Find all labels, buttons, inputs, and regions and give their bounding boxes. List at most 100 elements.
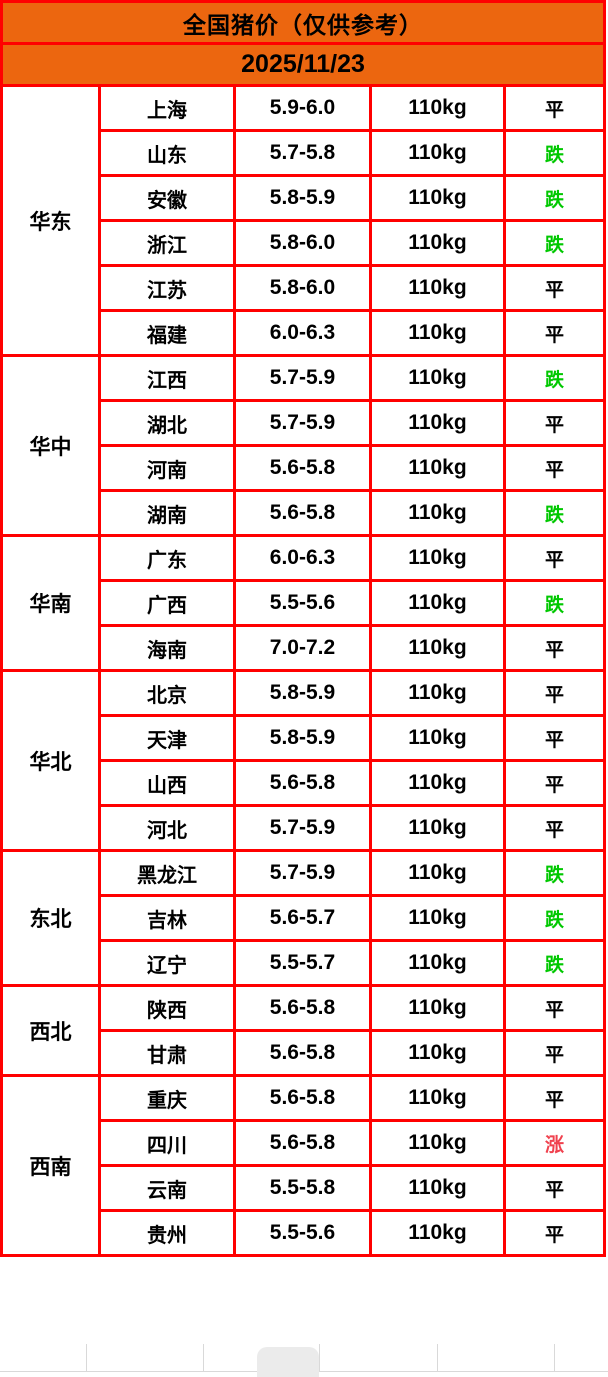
scroll-thumb-shadow xyxy=(257,1347,319,1377)
table-row: 甘肃 5.6-5.8 110kg 平 xyxy=(2,1029,607,1077)
table-row: 云南 5.5-5.8 110kg 平 xyxy=(2,1164,607,1212)
trend-status-cell: 跌 xyxy=(502,129,607,177)
weight-cell: 110kg xyxy=(369,264,506,312)
trend-status-cell: 跌 xyxy=(502,354,607,402)
weight-cell: 110kg xyxy=(369,984,506,1032)
weight-cell: 110kg xyxy=(369,1119,506,1167)
table-row: 辽宁 5.5-5.7 110kg 跌 xyxy=(2,939,607,987)
price-range-cell: 5.7-5.9 xyxy=(233,849,372,897)
table-row: 海南 7.0-7.2 110kg 平 xyxy=(2,624,607,672)
weight-cell: 110kg xyxy=(369,444,506,492)
price-range-cell: 5.6-5.8 xyxy=(233,759,372,807)
table-title-row: 全国猪价（仅供参考） xyxy=(0,0,607,45)
province-cell: 北京 xyxy=(98,669,236,717)
trend-status-cell: 平 xyxy=(502,1074,607,1122)
weight-cell: 110kg xyxy=(369,624,506,672)
table-row: 天津 5.8-5.9 110kg 平 xyxy=(2,714,607,762)
weight-cell: 110kg xyxy=(369,129,506,177)
table-row: 山西 5.6-5.8 110kg 平 xyxy=(2,759,607,807)
province-cell: 广东 xyxy=(98,534,236,582)
table-row: 河北 5.7-5.9 110kg 平 xyxy=(2,804,607,852)
province-cell: 吉林 xyxy=(98,894,236,942)
province-cell: 山东 xyxy=(98,129,236,177)
province-cell: 山西 xyxy=(98,759,236,807)
price-range-cell: 5.6-5.8 xyxy=(233,489,372,537)
trend-status-cell: 跌 xyxy=(502,579,607,627)
province-cell: 海南 xyxy=(98,624,236,672)
weight-cell: 110kg xyxy=(369,84,506,132)
province-cell: 河北 xyxy=(98,804,236,852)
price-range-cell: 5.8-6.0 xyxy=(233,264,372,312)
price-range-cell: 5.7-5.8 xyxy=(233,129,372,177)
price-range-cell: 5.5-5.8 xyxy=(233,1164,372,1212)
weight-cell: 110kg xyxy=(369,714,506,762)
weight-cell: 110kg xyxy=(369,174,506,222)
trend-status-cell: 平 xyxy=(502,264,607,312)
price-range-cell: 6.0-6.3 xyxy=(233,534,372,582)
weight-cell: 110kg xyxy=(369,354,506,402)
price-range-cell: 5.6-5.7 xyxy=(233,894,372,942)
table-row: 河南 5.6-5.8 110kg 平 xyxy=(2,444,607,492)
trend-status-cell: 平 xyxy=(502,534,607,582)
trend-status-cell: 平 xyxy=(502,309,607,357)
table-row: 华南 广东 6.0-6.3 110kg 平 xyxy=(0,534,607,672)
price-range-cell: 5.8-5.9 xyxy=(233,174,372,222)
province-cell: 江苏 xyxy=(98,264,236,312)
price-table-body: 全国猪价（仅供参考） 2025/11/23 华东 上海 5.9-6.0 110k… xyxy=(0,0,607,1257)
weight-cell: 110kg xyxy=(369,309,506,357)
grid-vline xyxy=(86,1344,87,1371)
province-cell: 上海 xyxy=(98,84,236,132)
trend-status-cell: 平 xyxy=(502,399,607,447)
weight-cell: 110kg xyxy=(369,219,506,267)
region-cell: 华南 xyxy=(0,534,101,672)
weight-cell: 110kg xyxy=(369,939,506,987)
trend-status-cell: 平 xyxy=(502,669,607,717)
weight-cell: 110kg xyxy=(369,534,506,582)
province-cell: 天津 xyxy=(98,714,236,762)
pig-price-table: 全国猪价（仅供参考） 2025/11/23 华东 上海 5.9-6.0 110k… xyxy=(0,0,607,1257)
weight-cell: 110kg xyxy=(369,894,506,942)
province-cell: 浙江 xyxy=(98,219,236,267)
trend-status-cell: 平 xyxy=(502,714,607,762)
table-row: 安徽 5.8-5.9 110kg 跌 xyxy=(2,174,607,222)
price-range-cell: 5.7-5.9 xyxy=(233,399,372,447)
trend-status-cell: 跌 xyxy=(502,939,607,987)
trend-status-cell: 涨 xyxy=(502,1119,607,1167)
table-row: 山东 5.7-5.8 110kg 跌 xyxy=(2,129,607,177)
trend-status-cell: 跌 xyxy=(502,894,607,942)
province-cell: 四川 xyxy=(98,1119,236,1167)
table-row: 广西 5.5-5.6 110kg 跌 xyxy=(2,579,607,627)
price-range-cell: 5.8-6.0 xyxy=(233,219,372,267)
table-title: 全国猪价（仅供参考） xyxy=(0,0,607,45)
weight-cell: 110kg xyxy=(369,399,506,447)
province-cell: 广西 xyxy=(98,579,236,627)
region-cell: 西南 xyxy=(0,1074,101,1257)
grid-vline xyxy=(203,1344,204,1371)
table-row: 西南 重庆 5.6-5.8 110kg 平 xyxy=(0,1074,607,1257)
trend-status-cell: 跌 xyxy=(502,219,607,267)
weight-cell: 110kg xyxy=(369,804,506,852)
province-cell: 江西 xyxy=(98,354,236,402)
province-cell: 湖南 xyxy=(98,489,236,537)
table-row: 西北 陕西 5.6-5.8 110kg 平 xyxy=(0,984,607,1077)
price-range-cell: 5.6-5.8 xyxy=(233,1074,372,1122)
trend-status-cell: 平 xyxy=(502,444,607,492)
table-row: 华北 北京 5.8-5.9 110kg 平 xyxy=(0,669,607,852)
table-row: 华东 上海 5.9-6.0 110kg 平 xyxy=(0,84,607,357)
weight-cell: 110kg xyxy=(369,1074,506,1122)
province-cell: 云南 xyxy=(98,1164,236,1212)
province-cell: 辽宁 xyxy=(98,939,236,987)
price-range-cell: 5.6-5.8 xyxy=(233,1119,372,1167)
price-range-cell: 5.7-5.9 xyxy=(233,354,372,402)
trend-status-cell: 平 xyxy=(502,984,607,1032)
weight-cell: 110kg xyxy=(369,759,506,807)
weight-cell: 110kg xyxy=(369,849,506,897)
grid-vline xyxy=(319,1344,320,1371)
table-row: 吉林 5.6-5.7 110kg 跌 xyxy=(2,894,607,942)
province-cell: 重庆 xyxy=(98,1074,236,1122)
trend-status-cell: 平 xyxy=(502,1029,607,1077)
region-cell: 西北 xyxy=(0,984,101,1077)
table-row: 江苏 5.8-6.0 110kg 平 xyxy=(2,264,607,312)
trend-status-cell: 跌 xyxy=(502,849,607,897)
table-row: 湖南 5.6-5.8 110kg 跌 xyxy=(2,489,607,537)
